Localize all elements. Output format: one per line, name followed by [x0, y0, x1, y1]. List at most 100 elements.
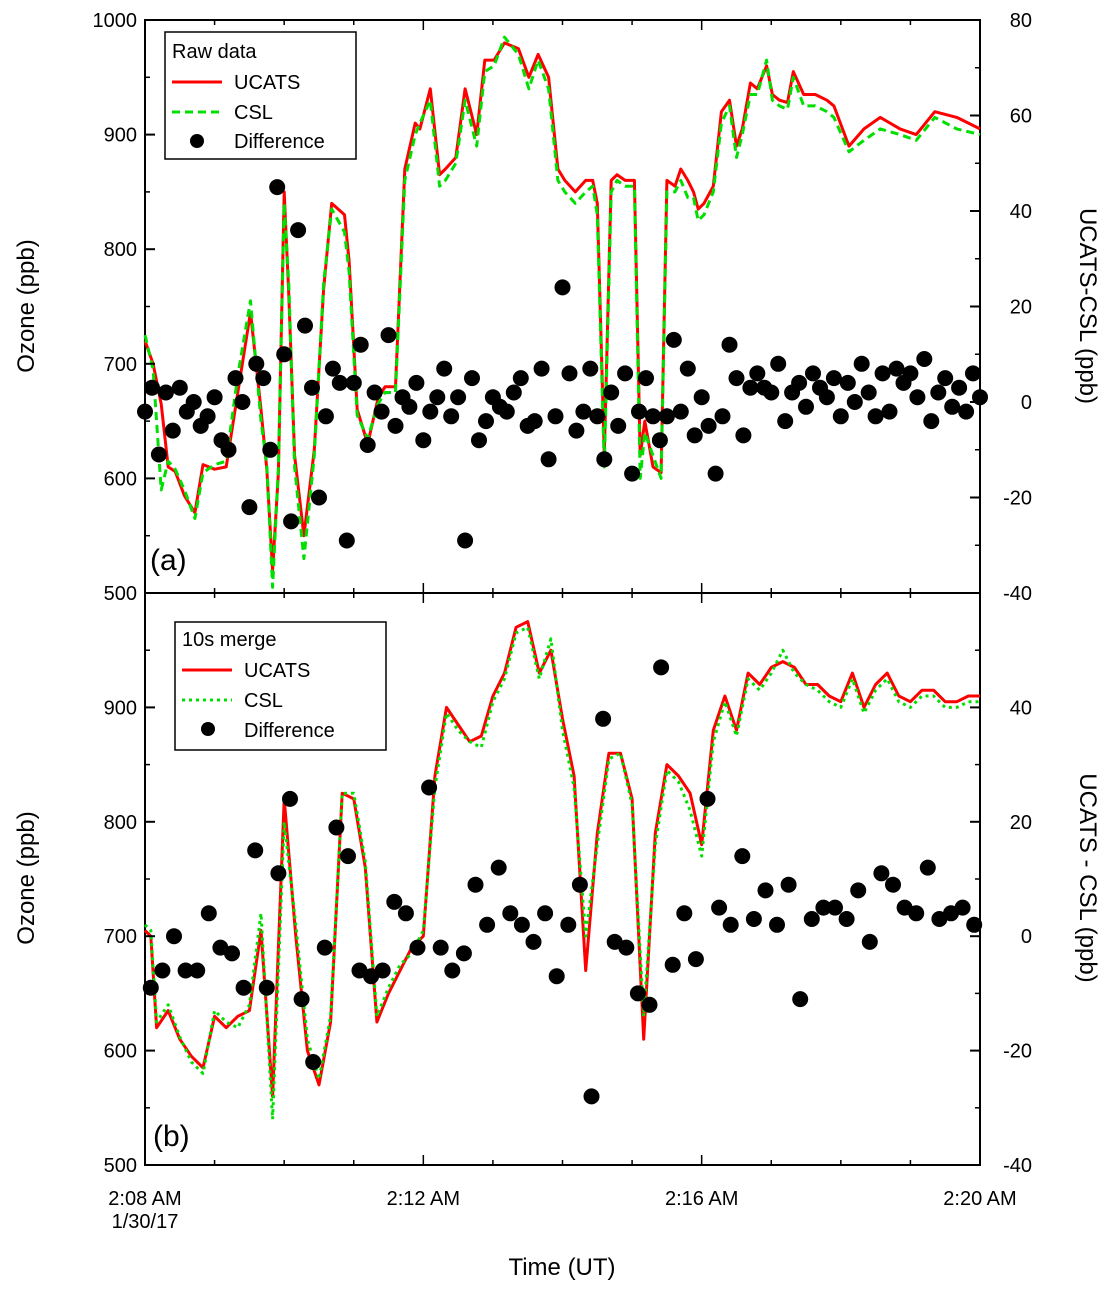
difference-point: [638, 370, 654, 387]
difference-point: [317, 408, 334, 425]
difference-point: [457, 532, 474, 549]
difference-point: [958, 403, 975, 420]
x-axis-title: Time (UT): [508, 1254, 615, 1281]
difference-point: [512, 370, 529, 387]
difference-point: [583, 1088, 600, 1105]
ylabel-left-b: Ozone (ppb): [13, 811, 40, 944]
difference-point: [853, 355, 870, 372]
difference-point: [930, 384, 947, 401]
y-tick-label-left: 600: [104, 1041, 137, 1063]
difference-point: [658, 408, 675, 425]
difference-point: [206, 389, 223, 406]
y-tick-label-right: 0: [1021, 392, 1032, 414]
difference-point: [651, 432, 668, 449]
difference-point: [951, 379, 968, 396]
x-tick-label: 2:20 AM: [943, 1188, 1016, 1210]
difference-point: [734, 848, 751, 865]
difference-point: [792, 991, 809, 1008]
difference-point: [664, 956, 681, 973]
difference-point: [248, 355, 265, 372]
difference-point: [526, 413, 543, 430]
difference-point: [679, 360, 696, 377]
difference-point: [589, 408, 606, 425]
difference-point: [422, 403, 439, 420]
difference-point: [154, 962, 171, 979]
difference-point: [373, 403, 390, 420]
difference-point: [171, 379, 188, 396]
x-tick-label: 2:08 AM: [108, 1188, 181, 1210]
difference-point: [189, 962, 206, 979]
difference-point: [832, 408, 849, 425]
difference-point: [846, 394, 863, 410]
difference-point: [220, 441, 237, 458]
difference-point: [548, 968, 565, 985]
difference-point: [839, 374, 856, 391]
difference-point: [505, 384, 522, 401]
difference-point: [241, 499, 258, 516]
panel-label-b: (b): [153, 1120, 190, 1153]
difference-point: [838, 911, 855, 927]
difference-point: [909, 389, 926, 406]
difference-point: [798, 398, 814, 415]
difference-point: [479, 916, 496, 933]
y-tick-label-right: 40: [1010, 201, 1032, 223]
difference-point: [873, 865, 890, 882]
difference-point: [269, 179, 286, 196]
difference-point: [311, 489, 327, 506]
difference-point: [874, 365, 891, 382]
difference-point: [707, 465, 724, 482]
difference-point: [429, 389, 446, 406]
difference-point: [455, 945, 472, 962]
ylabel-right-b: UCATS - CSL (ppb): [1074, 773, 1101, 982]
difference-point: [386, 893, 403, 910]
legend-label-csl-b: CSL: [244, 690, 283, 712]
difference-point: [401, 398, 418, 415]
difference-point: [436, 360, 453, 377]
difference-point: [374, 962, 391, 979]
difference-point: [861, 933, 878, 950]
difference-point: [340, 848, 356, 865]
difference-point: [693, 389, 710, 406]
difference-point: [908, 905, 925, 922]
series-layer-b: [142, 620, 983, 1121]
difference-point: [603, 384, 620, 401]
difference-point: [645, 408, 661, 425]
difference-point: [617, 365, 634, 382]
difference-point: [467, 876, 484, 893]
difference-point: [525, 933, 542, 950]
difference-point: [276, 346, 293, 363]
difference-point: [537, 905, 554, 922]
difference-point: [888, 360, 905, 377]
legend-title-a: Raw data: [172, 41, 257, 63]
y-tick-label-right: -40: [1003, 583, 1032, 605]
difference-point: [966, 916, 983, 933]
difference-point: [965, 365, 981, 382]
difference-point: [672, 403, 689, 420]
legend-label-ucats-b: UCATS: [244, 660, 310, 682]
difference-point: [387, 417, 404, 434]
difference-point: [282, 790, 298, 807]
difference-point: [624, 465, 641, 482]
difference-point: [164, 422, 181, 439]
difference-point: [142, 979, 159, 996]
difference-point: [137, 403, 153, 420]
series-line-csl-b: [143, 625, 980, 1121]
difference-point: [699, 790, 716, 807]
difference-point: [686, 427, 703, 444]
difference-point: [338, 532, 355, 549]
y-tick-label-right: 20: [1010, 812, 1032, 834]
difference-point: [409, 939, 426, 956]
y-tick-label-right: -20: [1003, 488, 1032, 510]
y-tick-label-right: 0: [1021, 926, 1032, 948]
difference-point: [331, 374, 348, 391]
difference-point: [923, 413, 940, 430]
difference-point: [366, 384, 383, 401]
difference-point: [742, 379, 759, 396]
difference-point: [498, 403, 515, 420]
difference-point: [235, 979, 252, 996]
y-tick-label-right: -20: [1003, 1041, 1032, 1063]
difference-point: [595, 710, 612, 727]
difference-point: [380, 327, 397, 344]
y-tick-label-right: 20: [1010, 297, 1032, 319]
difference-point: [297, 317, 313, 334]
